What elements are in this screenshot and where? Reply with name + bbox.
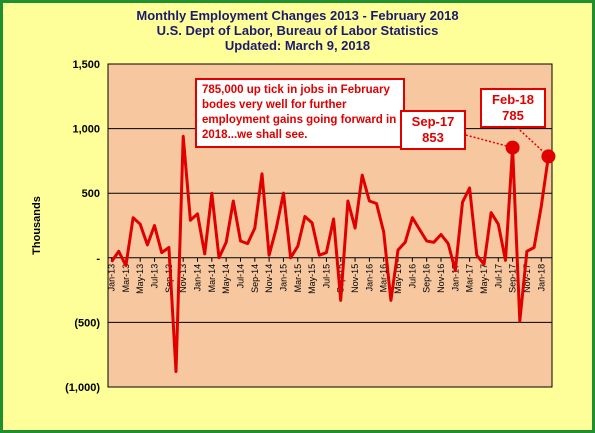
chart-title: Monthly Employment Changes 2013 - Februa… — [136, 8, 459, 23]
y-tick-label: (1,000) — [65, 382, 100, 394]
x-tick-label: May-13 — [135, 264, 145, 294]
x-tick-label: Mar-14 — [207, 264, 217, 293]
plot-area — [107, 63, 553, 388]
annotation-sep17-label: Sep-17 — [411, 114, 455, 129]
x-tick-label: Nov-14 — [264, 264, 274, 293]
x-tick-label: Jan-18 — [536, 264, 546, 292]
x-tick-label: Jul-17 — [493, 264, 503, 289]
y-axis-label: Thousands — [31, 196, 43, 255]
x-tick-label: Jan-15 — [278, 264, 288, 292]
x-tick-label: Sep-13 — [164, 264, 174, 293]
x-tick-label: Jul-14 — [235, 264, 245, 289]
x-tick-label: Mar-16 — [379, 264, 389, 293]
x-tick-label: Nov-15 — [350, 264, 360, 293]
x-tick-label: Sep-14 — [250, 264, 260, 293]
x-tick-label: Jan-14 — [193, 264, 203, 292]
x-tick-label: May-16 — [393, 264, 403, 294]
y-tick-label: 1,000 — [72, 124, 100, 136]
x-tick-label: May-14 — [221, 264, 231, 294]
x-tick-label: Sep-17 — [508, 264, 518, 293]
annotation-feb18-value: 785 — [502, 108, 524, 123]
x-tick-label: May-15 — [307, 264, 317, 294]
x-tick-label: Jul-15 — [321, 264, 331, 289]
x-tick-label: Mar-15 — [293, 264, 303, 293]
x-tick-label: Jan-13 — [107, 264, 117, 292]
x-tick-label: Jan-17 — [450, 264, 460, 292]
x-tick-label: Sep-16 — [422, 264, 432, 293]
x-tick-label: Jul-16 — [407, 264, 417, 289]
series-line — [110, 134, 550, 373]
x-tick-label: Jul-13 — [150, 264, 160, 289]
x-tick-label: Mar-13 — [121, 264, 131, 293]
annotation-sep17: Sep-17 853 — [400, 110, 466, 150]
annotation-feb18-label: Feb-18 — [492, 92, 534, 107]
callout-connector — [461, 133, 513, 149]
chart-updated: Updated: March 9, 2018 — [224, 38, 371, 53]
x-tick-label: Nov-13 — [178, 264, 188, 293]
x-tick-label: Sep-15 — [336, 264, 346, 293]
x-tick-label: Jan-16 — [364, 264, 374, 292]
chart-subtitle: U.S. Dept of Labor, Bureau of Labor Stat… — [156, 23, 439, 38]
x-tick-label: Nov-17 — [522, 264, 532, 293]
y-tick-label: 1,500 — [72, 59, 100, 71]
x-tick-label: May-17 — [479, 264, 489, 294]
y-tick-label: (500) — [74, 317, 100, 329]
y-tick-label: 500 — [82, 188, 100, 200]
x-tick-label: Mar-17 — [465, 264, 475, 293]
annotation-main: 785,000 up tick in jobs in February bode… — [195, 78, 405, 148]
y-tick-label: - — [96, 253, 100, 265]
annotation-sep17-value: 853 — [422, 130, 444, 145]
annotation-feb18: Feb-18 785 — [480, 88, 546, 128]
x-tick-label: Nov-16 — [436, 264, 446, 293]
